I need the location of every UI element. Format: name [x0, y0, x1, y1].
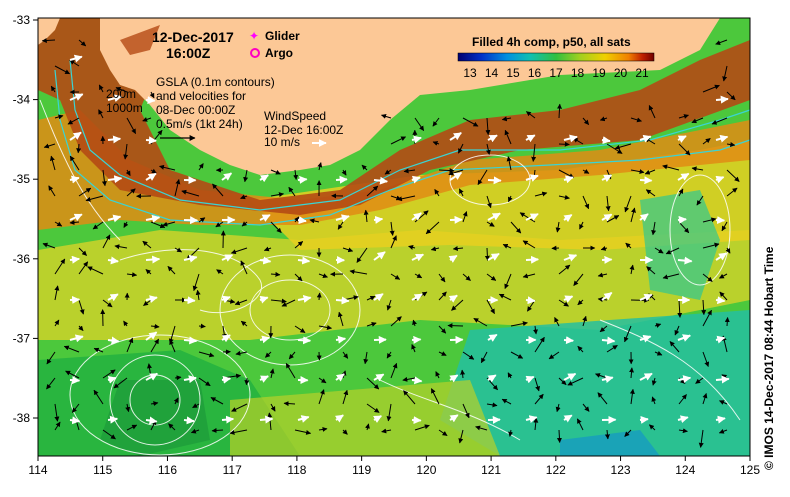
- wind-arrow: [298, 340, 310, 341]
- colorbar-tick-label: 19: [592, 66, 606, 80]
- wind-arrow: [526, 259, 538, 260]
- wind-arrow: [184, 340, 197, 341]
- wind-arrow: [412, 420, 421, 421]
- latitude-axis: -33 -34 -35 -36 -37 -38: [13, 13, 38, 425]
- colorbar: Filled 4h comp, p50, all sats 13 14 15 16 17…: [458, 35, 654, 80]
- lon-tick-label: 114: [28, 463, 47, 477]
- colorbar-tick-label: 21: [635, 66, 649, 80]
- lon-tick-label: 117: [223, 463, 242, 477]
- wind-arrow: [602, 140, 610, 141]
- wind-arrow: [716, 379, 729, 380]
- lat-tick-label: -37: [13, 331, 31, 345]
- lon-tick-label: 118: [287, 463, 306, 477]
- wind-arrow: [70, 380, 79, 381]
- imos-credit: © IMOS 14-Dec-2017 08:44 Hobart Time: [762, 170, 780, 470]
- wind-line-1: WindSpeed: [264, 109, 326, 123]
- gsla-line-3: 08-Dec 00:00Z: [156, 103, 235, 117]
- wind-arrow: [336, 179, 347, 180]
- gsla-line-1: GSLA (0.1m contours): [156, 75, 275, 89]
- wind-arrow: [146, 259, 159, 260]
- lon-tick-label: 115: [93, 463, 112, 477]
- wind-arrow: [108, 260, 118, 261]
- wind-arrow: [108, 340, 119, 341]
- wind-arrow: [412, 380, 422, 381]
- wind-arrow: [678, 219, 686, 220]
- lon-tick-label: 121: [481, 463, 501, 477]
- wind-arrow: [716, 220, 724, 221]
- wind-arrow: [336, 339, 345, 340]
- wind-arrow: [298, 179, 307, 180]
- velocity-arrow: [727, 318, 728, 327]
- colorbar-tick-label: 18: [571, 66, 585, 80]
- wind-arrow: [260, 419, 273, 420]
- lat-tick-label: -34: [13, 93, 31, 107]
- wind-arrow: [108, 139, 120, 140]
- map-time: 16:00Z: [166, 45, 211, 61]
- wind-arrow: [184, 300, 195, 301]
- wind-arrow: [336, 300, 349, 301]
- lon-tick-label: 124: [675, 463, 695, 477]
- colorbar-tick-label: 15: [506, 66, 520, 80]
- wind-arrow: [640, 180, 652, 181]
- wind-arrow: [412, 339, 421, 340]
- lon-tick-label: 125: [740, 463, 760, 477]
- colorbar-tick-label: 13: [463, 66, 477, 80]
- wind-arrow: [70, 259, 79, 260]
- wind-arrow: [716, 99, 728, 100]
- wind-arrow: [716, 300, 725, 301]
- colorbar-tick-label: 16: [528, 66, 542, 80]
- velocity-arrow: [559, 144, 569, 145]
- velocity-arrow: [487, 248, 488, 260]
- wind-arrow: [222, 419, 233, 420]
- velocity-arrow: [559, 430, 560, 443]
- wind-arrow: [298, 260, 309, 261]
- wind-arrow: [526, 300, 535, 301]
- wind-arrow: [184, 420, 194, 421]
- colorbar-title: Filled 4h comp, p50, all sats: [472, 35, 631, 49]
- argo-label: Argo: [265, 46, 293, 60]
- lat-tick-label: -38: [13, 411, 31, 425]
- wind-arrow: [70, 300, 79, 301]
- wind-line-3: 10 m/s: [264, 135, 300, 149]
- colorbar-tick-label: 14: [485, 66, 499, 80]
- map-date: 12-Dec-2017: [152, 29, 234, 45]
- gsla-line-4: 0.5m/s (1kt 24h): [156, 117, 243, 131]
- wind-arrow: [108, 419, 117, 420]
- gsla-line-2: and velocities for: [156, 89, 246, 103]
- lon-tick-label: 119: [352, 463, 371, 477]
- wind-arrow: [146, 100, 155, 101]
- glider-marker-icon: ✦: [249, 29, 259, 43]
- lon-tick-label: 122: [546, 463, 566, 477]
- wind-arrow: [678, 260, 692, 261]
- colorbar-gradient: [458, 53, 654, 61]
- wind-arrow: [70, 420, 79, 421]
- lon-tick-label: 116: [158, 463, 177, 477]
- lat-tick-label: -36: [13, 252, 31, 266]
- wind-arrow: [146, 140, 156, 141]
- wind-arrow: [602, 340, 615, 341]
- wind-arrow: [640, 419, 648, 420]
- glider-legend: ✦ Glider: [249, 29, 300, 43]
- lat-tick-label: -33: [13, 13, 31, 27]
- lat-tick-label: -35: [13, 172, 31, 186]
- lon-tick-label: 123: [611, 463, 631, 477]
- isobath-200m-label: 200m: [106, 87, 136, 101]
- colorbar-tick-label: 20: [614, 66, 628, 80]
- velocity-arrow: [246, 378, 247, 385]
- colorbar-tick-label: 17: [549, 66, 563, 80]
- wind-arrow: [298, 220, 306, 221]
- isobath-1000m-label: 1000m: [106, 101, 143, 115]
- velocity-arrow: [284, 403, 295, 404]
- wind-arrow: [564, 340, 573, 341]
- velocity-arrow: [199, 326, 205, 327]
- velocity-arrow: [448, 326, 463, 327]
- wind-arrow: [488, 180, 501, 181]
- velocity-arrow: [319, 293, 320, 300]
- longitude-axis: 114 115 116 117 118 119 120 121 122 123 124 125: [28, 456, 760, 477]
- wind-arrow: [374, 219, 382, 220]
- glider-label: Glider: [265, 29, 300, 43]
- lon-tick-label: 120: [416, 463, 436, 477]
- wind-arrow: [602, 260, 612, 261]
